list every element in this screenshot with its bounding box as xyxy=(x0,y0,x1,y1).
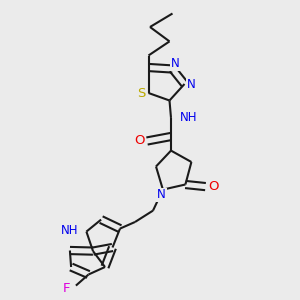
Text: N: N xyxy=(157,188,166,202)
Text: F: F xyxy=(62,282,70,295)
Text: N: N xyxy=(187,77,196,91)
Text: N: N xyxy=(170,57,179,70)
Text: S: S xyxy=(137,86,145,100)
Text: NH: NH xyxy=(61,224,78,238)
Text: O: O xyxy=(134,134,145,148)
Text: O: O xyxy=(208,180,218,193)
Text: NH: NH xyxy=(179,111,197,124)
